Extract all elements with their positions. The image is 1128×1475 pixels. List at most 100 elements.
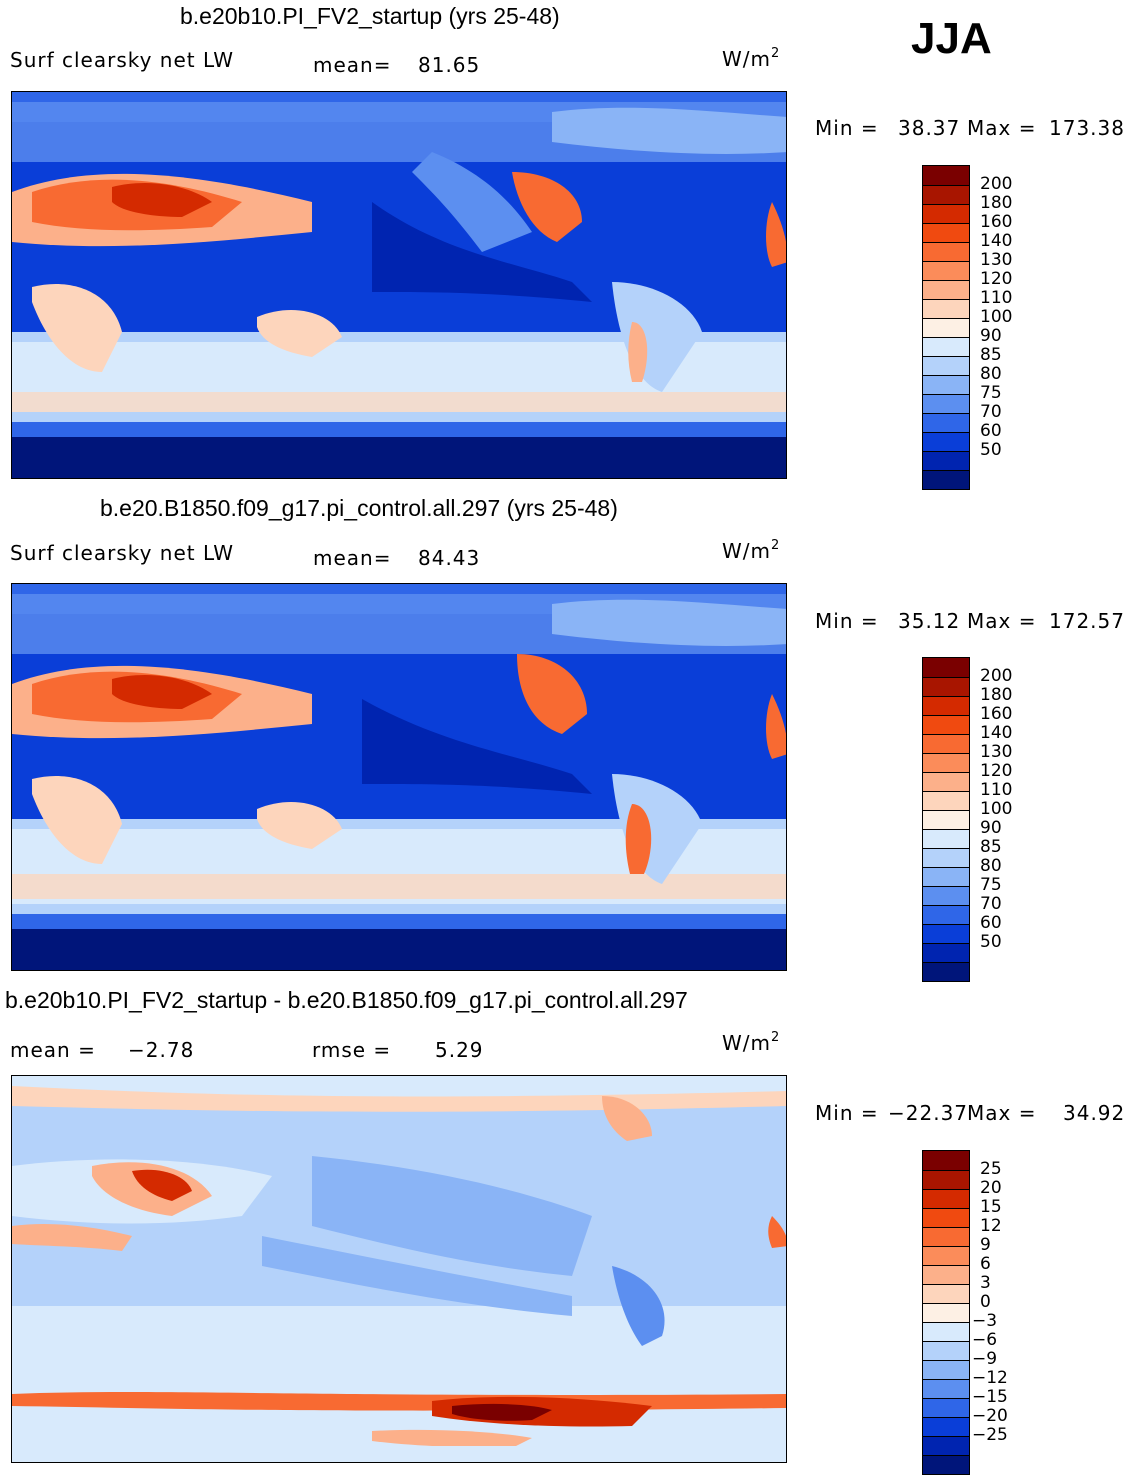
colorbar-cell — [923, 261, 969, 280]
panel-2-title: b.e20.B1850.f09_g17.pi_control.all.297 (… — [100, 495, 618, 521]
colorbar-tick-label: 160 — [980, 211, 1013, 232]
colorbar-tick-label: −25 — [972, 1424, 1008, 1445]
panel-3-title: b.e20b10.PI_FV2_startup - b.e20.B1850.f0… — [5, 987, 688, 1013]
colorbar-tick-label: 60 — [980, 420, 1002, 441]
colorbar-cell — [923, 658, 969, 677]
colorbar-tick-label: 80 — [980, 855, 1002, 876]
panel-1-max-value: 173.38 — [1049, 116, 1125, 140]
panel-2-mean-label: mean= — [313, 546, 392, 570]
colorbar-cell — [923, 696, 969, 715]
colorbar-tick-label: 200 — [980, 173, 1013, 194]
panel-3-mean-label: mean = — [10, 1038, 96, 1062]
colorbar-cell — [923, 886, 969, 905]
colorbar-cell — [923, 318, 969, 337]
colorbar-cell — [923, 905, 969, 924]
colorbar-cell — [923, 1455, 969, 1474]
colorbar-cell — [923, 791, 969, 810]
colorbar-cell — [923, 1341, 969, 1360]
colorbar-cell — [923, 223, 969, 242]
panel-1-map — [11, 91, 787, 479]
colorbar-tick-label: 9 — [980, 1234, 991, 1255]
panel-3-map-field — [12, 1076, 786, 1462]
colorbar-tick-label: 140 — [980, 722, 1013, 743]
colorbar-cell — [923, 432, 969, 451]
colorbar-cell — [923, 753, 969, 772]
panel-3-min-value: −22.37 — [888, 1101, 969, 1125]
colorbar-tick-label: −15 — [972, 1386, 1008, 1407]
colorbar-tick-label: 120 — [980, 760, 1013, 781]
colorbar-cell — [923, 943, 969, 962]
panel-3-colorbar — [922, 1150, 970, 1475]
colorbar-cell — [923, 677, 969, 696]
panel-1-units: W/m2 — [722, 46, 781, 71]
colorbar-tick-label: 90 — [980, 817, 1002, 838]
panel-1-min-label: Min = — [815, 116, 879, 140]
colorbar-cell — [923, 451, 969, 470]
panel-3-map — [11, 1075, 787, 1463]
colorbar-tick-label: 110 — [980, 287, 1013, 308]
panel-3-min-label: Min = — [815, 1101, 879, 1125]
colorbar-cell — [923, 280, 969, 299]
panel-2-units: W/m2 — [722, 538, 781, 563]
colorbar-cell — [923, 204, 969, 223]
colorbar-tick-label: 80 — [980, 363, 1002, 384]
colorbar-tick-label: 100 — [980, 306, 1013, 327]
colorbar-tick-label: 75 — [980, 382, 1002, 403]
colorbar-tick-label: 100 — [980, 798, 1013, 819]
colorbar-cell — [923, 1436, 969, 1455]
colorbar-cell — [923, 1379, 969, 1398]
panel-2-min-label: Min = — [815, 609, 879, 633]
colorbar-tick-label: 70 — [980, 893, 1002, 914]
colorbar-tick-label: 200 — [980, 665, 1013, 686]
panel-1-min-value: 38.37 — [898, 116, 961, 140]
panel-3-max-label: Max = — [967, 1101, 1037, 1125]
panel-2-min-value: 35.12 — [898, 609, 961, 633]
colorbar-tick-label: −6 — [972, 1329, 998, 1350]
colorbar-cell — [923, 337, 969, 356]
colorbar-cell — [923, 1284, 969, 1303]
colorbar-cell — [923, 848, 969, 867]
colorbar-tick-label: 3 — [980, 1272, 991, 1293]
colorbar-cell — [923, 166, 969, 185]
colorbar-cell — [923, 242, 969, 261]
colorbar-tick-label: 180 — [980, 192, 1013, 213]
colorbar-tick-label: 85 — [980, 344, 1002, 365]
colorbar-tick-label: 180 — [980, 684, 1013, 705]
panel-2-variable-label: Surf clearsky net LW — [10, 541, 235, 565]
colorbar-tick-label: 60 — [980, 912, 1002, 933]
colorbar-cell — [923, 299, 969, 318]
panel-2-max-value: 172.57 — [1049, 609, 1125, 633]
panel-2-max-label: Max = — [967, 609, 1037, 633]
colorbar-cell — [923, 1208, 969, 1227]
panel-2-map — [11, 583, 787, 971]
panel-2-map-field — [12, 584, 786, 970]
colorbar-cell — [923, 1246, 969, 1265]
colorbar-cell — [923, 734, 969, 753]
colorbar-cell — [923, 1189, 969, 1208]
colorbar-tick-label: 20 — [980, 1177, 1002, 1198]
colorbar-cell — [923, 810, 969, 829]
colorbar-tick-label: 25 — [980, 1158, 1002, 1179]
colorbar-tick-label: 120 — [980, 268, 1013, 289]
colorbar-tick-label: 140 — [980, 230, 1013, 251]
colorbar-cell — [923, 1322, 969, 1341]
panel-3-rmse-label: rmse = — [312, 1038, 392, 1062]
panel-3-max-value: 34.92 — [1063, 1101, 1126, 1125]
colorbar-tick-label: 85 — [980, 836, 1002, 857]
colorbar-cell — [923, 772, 969, 791]
panel-3-mean-value: −2.78 — [128, 1038, 195, 1062]
colorbar-tick-label: −9 — [972, 1348, 998, 1369]
season-label: JJA — [911, 14, 992, 63]
panel-1-variable-label: Surf clearsky net LW — [10, 48, 235, 72]
colorbar-tick-label: 75 — [980, 874, 1002, 895]
colorbar-tick-label: 130 — [980, 249, 1013, 270]
colorbar-tick-label: −12 — [972, 1367, 1008, 1388]
colorbar-tick-label: 50 — [980, 931, 1002, 952]
colorbar-tick-label: 160 — [980, 703, 1013, 724]
colorbar-cell — [923, 867, 969, 886]
colorbar-cell — [923, 1398, 969, 1417]
colorbar-tick-label: 15 — [980, 1196, 1002, 1217]
panel-1-colorbar — [922, 165, 970, 490]
colorbar-cell — [923, 375, 969, 394]
colorbar-cell — [923, 356, 969, 375]
